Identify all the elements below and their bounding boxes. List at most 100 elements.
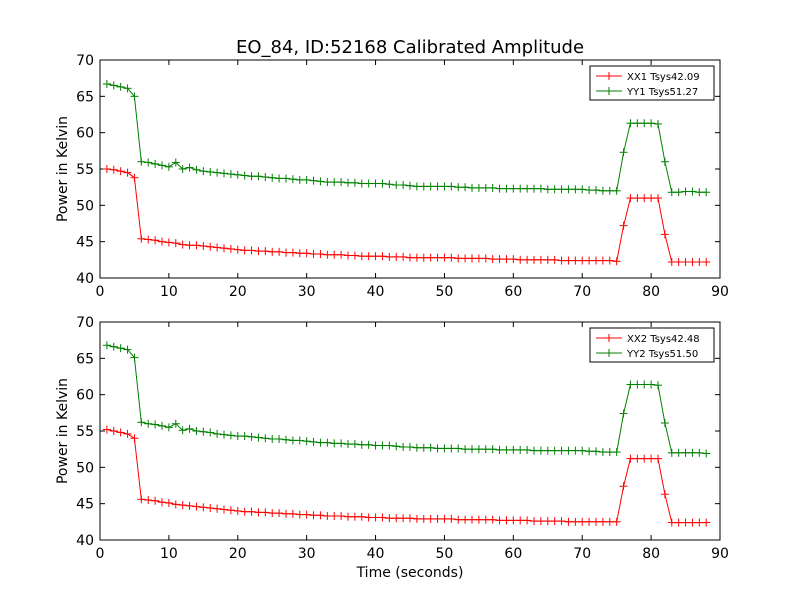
bottom-series-0-point [516, 516, 525, 525]
bottom-series-1-point [385, 441, 394, 450]
bottom-series-0-point [295, 510, 304, 519]
bottom-series-0-point [702, 518, 711, 527]
bottom-series-1-point [406, 442, 414, 451]
top-series-1-point [288, 175, 297, 184]
top-series-1-point [612, 186, 621, 195]
top-series-1-point [688, 187, 697, 196]
bottom-series-1-point [495, 445, 504, 454]
top-series-1-point [536, 184, 545, 193]
top-series-1-point [254, 172, 263, 181]
top-series-0-point [233, 245, 242, 254]
bottom-series-1-point [164, 423, 173, 432]
bottom-series-1-point [247, 432, 256, 441]
top-series-1-point [530, 184, 538, 193]
top-series-0-point [412, 253, 421, 262]
top-series-1-point [213, 168, 222, 177]
bottom-xtick-label: 0 [96, 546, 105, 562]
bottom-series-1-point [564, 446, 573, 455]
bottom-series-1-point [674, 448, 683, 457]
top-series-1-point [633, 119, 642, 128]
top-legend-label-1: YY1 Tsys51.27 [626, 87, 698, 98]
bottom-series-0-point [109, 427, 118, 435]
bottom-series-1-point [502, 445, 511, 454]
bottom-series-0-point [364, 513, 373, 522]
bottom-series-1-point [688, 448, 697, 457]
bottom-ytick-label: 45 [76, 497, 94, 513]
bottom-series-0-point [523, 516, 532, 525]
top-series-1-point [681, 187, 690, 196]
bottom-series-0-point [123, 429, 132, 438]
bottom-series-0-point [468, 515, 476, 524]
top-series-1-point [392, 180, 401, 189]
bottom-series-1-point [468, 445, 476, 454]
top-series-0-point [433, 253, 442, 262]
bottom-plot: 0 10 20 30 40 50 60 70 80 90 40 45 50 55 60 65 70 Power i… [55, 315, 729, 581]
bottom-series-1-point [626, 380, 635, 389]
bottom-series-0-point [578, 517, 587, 526]
top-series-1-point [702, 188, 711, 197]
bottom-series-0-point [681, 518, 690, 527]
bottom-xtick-label: 10 [160, 546, 178, 562]
top-series-0-point [295, 249, 304, 258]
top-series-1-point [385, 180, 394, 189]
top-series-0-point [226, 244, 235, 253]
bottom-series-1-point [447, 444, 456, 453]
top-series-1-point [268, 173, 277, 182]
top-series-1-point [192, 165, 201, 174]
top-series-0-point [667, 258, 676, 267]
top-xtick-label: 40 [367, 284, 385, 300]
top-series-0-point [674, 258, 683, 267]
top-series-1-point [502, 184, 511, 193]
top-series-1-point [330, 178, 339, 187]
top-series-0-point [481, 254, 490, 263]
top-series-1-point [261, 172, 270, 181]
bottom-series-0-point [213, 504, 222, 513]
top-series-1-point [295, 175, 304, 184]
bottom-series-0-point [406, 514, 414, 523]
top-series-1-point [302, 175, 311, 184]
top-xtick-label: 20 [229, 284, 247, 300]
top-series-1-point [226, 170, 235, 179]
bottom-series-1-point [337, 439, 346, 448]
top-series-1-point [233, 170, 242, 179]
bottom-series-1-point [488, 445, 497, 454]
top-series-1-point [557, 185, 566, 194]
bottom-xtick-label: 80 [642, 546, 660, 562]
top-series-1-point [378, 179, 387, 188]
top-series-1-point [344, 178, 352, 187]
bottom-series-0-point [268, 509, 277, 518]
top-xtick-label: 70 [573, 284, 591, 300]
top-series-1-point [488, 183, 497, 192]
bottom-series-1-point [102, 341, 111, 350]
bottom-series-0-point [667, 518, 676, 527]
bottom-series-0-point [585, 517, 594, 526]
bottom-series-1-point [702, 449, 711, 458]
top-series-0-point [275, 247, 284, 256]
top-series-0-point [626, 194, 635, 203]
bottom-series-1-point [412, 443, 421, 452]
bottom-legend-label-0: XX2 Tsys42.48 [627, 334, 700, 345]
bottom-series-0-point [612, 517, 621, 526]
bottom-series-0-point [654, 454, 662, 463]
top-series-0-point [144, 235, 153, 244]
top-series-0-point [199, 242, 208, 251]
bottom-series-1-point [357, 440, 366, 449]
top-series-1-point [647, 119, 656, 128]
top-series-0-point [660, 230, 669, 239]
bottom-series-0-point [220, 505, 228, 514]
bottom-series-1-point [206, 428, 215, 437]
bottom-series-1-point [392, 442, 401, 451]
bottom-series-1-point [130, 353, 139, 362]
bottom-ytick-label: 40 [76, 533, 94, 549]
bottom-series-1-point [295, 436, 304, 445]
bottom-series-1-point [275, 434, 284, 443]
bottom-ytick-label: 70 [76, 315, 94, 331]
bottom-series-0-point [647, 454, 656, 463]
top-series-0-point [461, 254, 470, 263]
bottom-series-0-point [357, 512, 366, 521]
bottom-series-1-point [309, 437, 318, 446]
bottom-series-0-point [688, 518, 697, 527]
bottom-ytick-label: 60 [76, 388, 94, 404]
top-series-1-point [426, 182, 435, 191]
bottom-series-1-point [344, 440, 352, 449]
